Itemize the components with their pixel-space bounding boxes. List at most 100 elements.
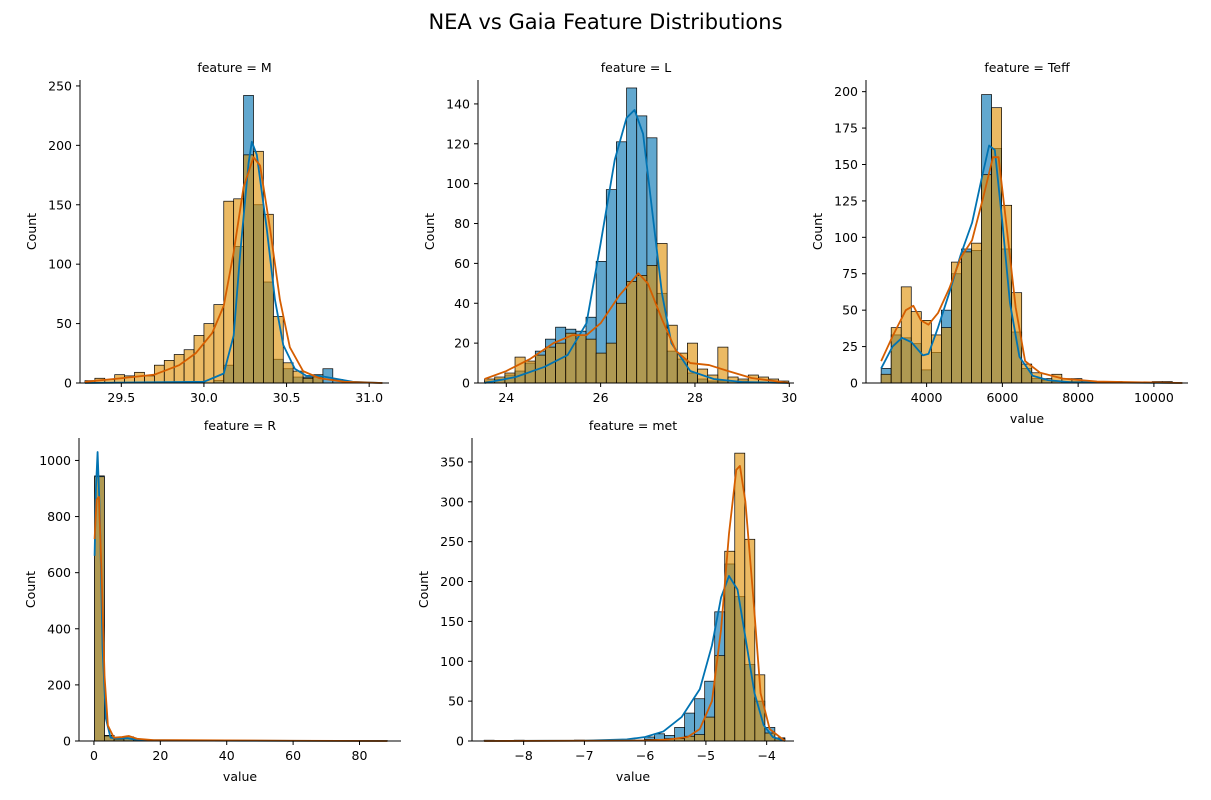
x-tick-label: 40 <box>219 748 235 763</box>
y-tick-label: 40 <box>454 296 470 311</box>
y-tick-label: 200 <box>440 574 464 589</box>
bar-gaia <box>253 150 264 384</box>
panel-title: feature = L <box>601 60 672 75</box>
panel-title: feature = Teff <box>984 60 1070 75</box>
histogram-panel-2: 4000 6000 8000 10000 0 25 50 75 100 125 150 175 200 f… <box>810 60 1188 426</box>
bar-gaia <box>575 334 587 384</box>
y-tick-label: 0 <box>456 734 464 749</box>
kde-line-nea <box>93 451 388 742</box>
y-tick-label: 300 <box>440 494 464 509</box>
x-tick-label: 10000 <box>1134 390 1174 405</box>
x-tick-label: 24 <box>498 390 514 405</box>
kde-line-nea <box>484 109 789 384</box>
bar-gaia <box>616 302 627 384</box>
bar-gaia <box>971 242 982 384</box>
bar-gaia <box>605 342 617 384</box>
y-tick-label: 150 <box>834 157 858 172</box>
kde-line-nea <box>880 144 1183 384</box>
x-tick-label: −8 <box>514 748 532 763</box>
y-tick-label: 175 <box>834 121 858 136</box>
bar-gaia <box>880 373 892 384</box>
panel-title: feature = met <box>589 418 677 433</box>
bar-gaia <box>134 371 145 384</box>
y-tick-label: 0 <box>64 376 72 391</box>
bar-gaia <box>626 280 638 384</box>
kde-line-gaia <box>484 465 786 742</box>
bar-gaia <box>243 154 254 384</box>
y-tick-label: 125 <box>834 193 858 208</box>
panel-title: feature = M <box>197 60 271 75</box>
histogram-panel-0: 29.5 30.0 30.5 31.0 0 50 100 150 200 250 feature =… <box>24 60 389 405</box>
y-tick-label: 800 <box>47 509 71 524</box>
y-tick-label: 150 <box>48 197 72 212</box>
x-axis-label: value <box>223 769 257 784</box>
y-tick-label: 60 <box>454 256 470 271</box>
x-tick-label: −6 <box>636 748 654 763</box>
bar-gaia <box>282 362 294 384</box>
y-tick-label: 200 <box>47 677 71 692</box>
y-tick-label: 50 <box>56 316 72 331</box>
kde-line-gaia <box>84 156 383 384</box>
y-axis-label: Count <box>24 213 39 250</box>
kde-line-nea <box>484 575 786 742</box>
y-tick-label: 75 <box>842 266 858 281</box>
bar-gaia <box>694 734 706 742</box>
x-tick-label: 30.5 <box>273 390 301 405</box>
y-tick-label: 1000 <box>39 453 71 468</box>
x-tick-label: 8000 <box>1062 390 1094 405</box>
y-tick-label: 200 <box>48 138 72 153</box>
x-tick-label: −5 <box>697 748 715 763</box>
y-tick-label: 0 <box>63 734 71 749</box>
figure-title: NEA vs Gaia Feature Distributions <box>428 10 783 34</box>
x-tick-label: 80 <box>352 748 368 763</box>
bar-gaia <box>961 251 972 384</box>
y-tick-label: 20 <box>454 336 470 351</box>
x-axis-label: value <box>616 769 650 784</box>
bar-gaia <box>555 342 567 384</box>
bar-gaia <box>981 174 992 384</box>
y-tick-label: 80 <box>454 216 470 231</box>
x-tick-label: −4 <box>757 748 775 763</box>
x-tick-label: 30 <box>781 390 797 405</box>
y-tick-label: 400 <box>47 621 71 636</box>
x-tick-label: 28 <box>687 390 703 405</box>
y-tick-label: 100 <box>834 230 858 245</box>
x-tick-label: 26 <box>593 390 609 405</box>
y-tick-label: 120 <box>446 136 470 151</box>
y-tick-label: 350 <box>440 454 464 469</box>
y-tick-label: 250 <box>440 534 464 549</box>
y-tick-label: 100 <box>48 257 72 272</box>
bar-gaia <box>585 338 597 384</box>
bar-gaia <box>595 352 607 384</box>
y-tick-label: 600 <box>47 565 71 580</box>
y-axis-label: Count <box>422 213 437 250</box>
bar-gaia <box>163 360 175 384</box>
bar-gaia <box>676 352 688 384</box>
bar-gaia <box>724 550 736 742</box>
y-tick-label: 25 <box>842 339 858 354</box>
y-tick-label: 50 <box>448 694 464 709</box>
histogram-panel-4: −8 −7 −6 −5 −4 0 50 100 150 200 250 300 350 feature =… <box>416 418 794 784</box>
x-tick-label: −7 <box>575 748 593 763</box>
y-tick-label: 50 <box>842 303 858 318</box>
y-axis-label: Count <box>416 571 431 608</box>
y-tick-label: 150 <box>440 614 464 629</box>
x-tick-label: 60 <box>285 748 301 763</box>
bar-gaia <box>941 327 952 384</box>
y-tick-label: 200 <box>834 84 858 99</box>
y-tick-label: 250 <box>48 78 72 93</box>
kde-line-gaia <box>93 496 388 742</box>
y-tick-label: 100 <box>440 654 464 669</box>
y-tick-label: 0 <box>462 376 470 391</box>
y-axis-label: Count <box>810 213 825 250</box>
y-tick-label: 0 <box>850 376 858 391</box>
x-tick-label: 30.0 <box>190 390 218 405</box>
bar-gaia <box>272 316 284 384</box>
bar-gaia <box>302 377 314 384</box>
x-tick-label: 29.5 <box>107 390 135 405</box>
kde-line-gaia <box>880 156 1183 384</box>
x-axis-label: value <box>1010 411 1044 426</box>
x-tick-label: 31.0 <box>355 390 383 405</box>
